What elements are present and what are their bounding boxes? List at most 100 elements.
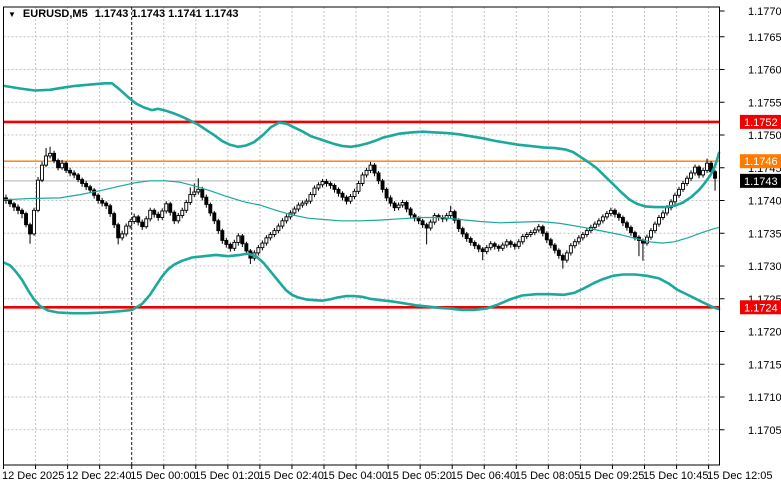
candle-bear[interactable]	[20, 208, 24, 219]
candle-bull[interactable]	[653, 221, 657, 234]
candle-bear[interactable]	[64, 161, 69, 173]
candle-bear[interactable]	[624, 220, 629, 231]
candle-bull[interactable]	[705, 158, 709, 173]
candle-bull[interactable]	[661, 210, 665, 221]
candle-bear[interactable]	[208, 202, 213, 217]
candle-bull[interactable]	[604, 210, 609, 220]
candle-bull[interactable]	[128, 218, 133, 229]
candle-bear[interactable]	[556, 248, 561, 259]
candle-bear[interactable]	[641, 238, 645, 261]
candle-bull[interactable]	[316, 182, 321, 191]
candle-bull[interactable]	[44, 148, 49, 168]
candle-bear[interactable]	[96, 193, 101, 204]
candle-bear[interactable]	[560, 253, 565, 269]
candle-bear[interactable]	[100, 197, 105, 207]
candle-bear[interactable]	[372, 163, 377, 177]
candle-bull[interactable]	[568, 243, 573, 256]
candle-bear[interactable]	[12, 201, 16, 211]
candle-bull[interactable]	[520, 233, 525, 245]
candle-bull[interactable]	[584, 228, 589, 238]
candle-bear[interactable]	[496, 244, 501, 252]
candle-bull[interactable]	[504, 239, 509, 248]
candle-bear[interactable]	[440, 214, 445, 223]
candle-bear[interactable]	[340, 191, 345, 201]
candle-bear[interactable]	[212, 210, 217, 225]
candle-bear[interactable]	[472, 240, 477, 249]
candle-bear[interactable]	[76, 172, 81, 183]
candle-bull[interactable]	[60, 159, 65, 170]
candle-bull[interactable]	[580, 231, 585, 241]
candle-bear[interactable]	[324, 178, 329, 187]
candle-bear[interactable]	[204, 194, 209, 208]
candle-bull[interactable]	[484, 245, 489, 255]
candle-bull[interactable]	[352, 188, 357, 200]
candle-bull[interactable]	[572, 239, 577, 249]
candle-bear[interactable]	[56, 158, 61, 171]
candle-bull[interactable]	[40, 161, 45, 183]
candle-bull[interactable]	[689, 170, 693, 181]
candle-bull[interactable]	[516, 239, 521, 249]
candle-bull[interactable]	[448, 205, 453, 219]
candle-bear[interactable]	[200, 186, 205, 201]
candle-bull[interactable]	[400, 199, 405, 208]
candle-bear[interactable]	[84, 180, 89, 191]
candle-bear[interactable]	[392, 201, 397, 211]
candle-bull[interactable]	[364, 167, 369, 178]
candle-bear[interactable]	[24, 211, 28, 228]
candle-bull[interactable]	[176, 212, 181, 224]
candle-bear[interactable]	[104, 201, 109, 210]
candle-bull[interactable]	[356, 180, 361, 194]
candle-bear[interactable]	[116, 222, 121, 245]
candle-bear[interactable]	[240, 233, 245, 248]
candle-bull[interactable]	[304, 198, 309, 206]
candle-bull[interactable]	[232, 239, 237, 251]
candle-bear[interactable]	[616, 212, 621, 221]
candle-bull[interactable]	[396, 202, 401, 211]
candle-bull[interactable]	[596, 218, 601, 227]
candle-bear[interactable]	[156, 211, 161, 221]
candle-bull[interactable]	[284, 214, 289, 224]
candle-bull[interactable]	[264, 235, 269, 246]
candle-bear[interactable]	[452, 209, 457, 224]
candle-bull[interactable]	[673, 192, 677, 205]
candle-bull[interactable]	[348, 193, 353, 204]
candle-bull[interactable]	[180, 207, 185, 219]
candle-bear[interactable]	[388, 195, 393, 207]
candle-bull[interactable]	[600, 214, 605, 224]
candle-bear[interactable]	[544, 231, 549, 244]
candle-bear[interactable]	[328, 181, 333, 189]
candle-bull[interactable]	[160, 208, 165, 221]
candle-bull[interactable]	[685, 175, 689, 187]
candle-bull[interactable]	[36, 176, 40, 213]
candle-bear[interactable]	[408, 207, 413, 219]
candle-bear[interactable]	[460, 226, 465, 238]
candle-bull[interactable]	[444, 212, 449, 222]
candle-bear[interactable]	[136, 214, 141, 226]
candle-bear[interactable]	[224, 237, 229, 248]
candle-bear[interactable]	[713, 169, 718, 191]
candle-bull[interactable]	[260, 240, 265, 251]
candle-bear[interactable]	[548, 237, 553, 249]
candle-bear[interactable]	[404, 200, 409, 213]
candle-bear[interactable]	[220, 228, 225, 244]
candle-bull[interactable]	[701, 167, 705, 178]
candle-bull[interactable]	[649, 228, 653, 240]
candle-bull[interactable]	[148, 207, 153, 222]
candle-bear[interactable]	[112, 211, 117, 229]
candle-bull[interactable]	[184, 199, 189, 213]
candle-bull[interactable]	[592, 221, 597, 230]
candle-bull[interactable]	[500, 242, 505, 251]
candle-bear[interactable]	[552, 243, 557, 254]
candle-bull[interactable]	[280, 218, 285, 229]
candle-bull[interactable]	[576, 235, 581, 245]
candle-bull[interactable]	[268, 231, 273, 241]
candle-bull[interactable]	[428, 219, 433, 231]
candle-bear[interactable]	[697, 165, 701, 179]
candle-bear[interactable]	[52, 150, 57, 164]
candle-bear[interactable]	[152, 208, 157, 218]
candle-bull[interactable]	[308, 191, 313, 204]
candle-bear[interactable]	[464, 231, 469, 242]
candle-bear[interactable]	[92, 188, 97, 199]
candle-bear[interactable]	[68, 167, 73, 177]
